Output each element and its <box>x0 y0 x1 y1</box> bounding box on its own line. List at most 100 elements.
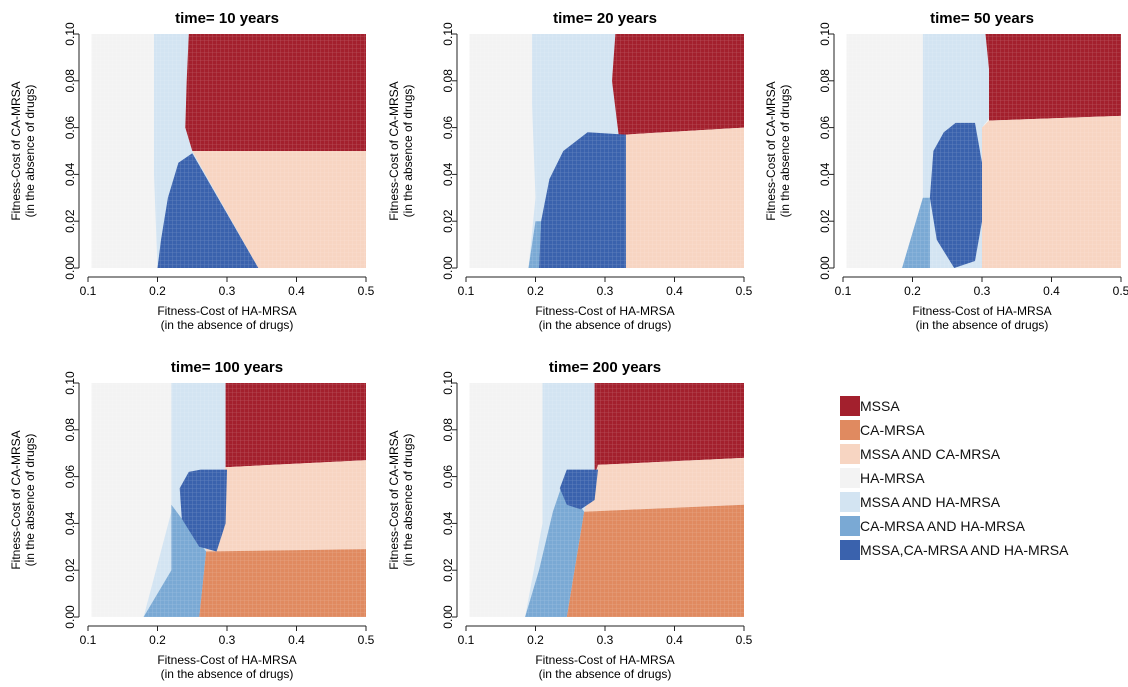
x-tick-label: 0.3 <box>219 284 236 298</box>
y-axis-label: (in the absence of drugs) <box>778 85 792 218</box>
y-tick-label: 0.02 <box>63 558 77 582</box>
y-tick-label: 0.02 <box>63 209 77 233</box>
y-tick-label: 0.04 <box>63 162 77 186</box>
legend-item: MSSA AND CA-MRSA <box>840 442 1110 466</box>
plot-area <box>469 34 744 268</box>
panel-3: 0.1 0.2 0.3 0.4 0.5 0.00 0.02 0.04 0.06 0.08 0.10 t… <box>764 10 1128 332</box>
x-tick-label: 0.5 <box>736 633 753 647</box>
x-axis-label: Fitness-Cost of HA-MRSA <box>912 304 1051 318</box>
y-axis-label: Fitness-Cost of CA-MRSA <box>9 430 23 569</box>
legend-label: MSSA AND HA-MRSA <box>860 494 1001 510</box>
y-tick-label: 0.02 <box>441 558 455 582</box>
legend-label: MSSA,CA-MRSA AND HA-MRSA <box>860 542 1069 558</box>
y-tick-label: 0.08 <box>63 69 77 93</box>
legend-swatch <box>840 420 860 440</box>
y-axis-label: (in the absence of drugs) <box>23 85 37 218</box>
cell-texture <box>469 383 744 617</box>
y-tick-label: 0.00 <box>441 605 455 629</box>
y-axis-label: Fitness-Cost of CA-MRSA <box>764 81 778 220</box>
legend-label: MSSA AND CA-MRSA <box>860 446 1001 462</box>
x-tick-label: 0.2 <box>149 284 166 298</box>
legend-item: HA-MRSA <box>840 466 1110 490</box>
y-tick-label: 0.10 <box>441 22 455 46</box>
y-tick-label: 0.02 <box>818 209 832 233</box>
legend-swatch <box>840 396 860 416</box>
panel-1: 0.1 0.2 0.3 0.4 0.5 0.00 0.02 0.04 0.06 0.08 0.10 t… <box>9 10 375 332</box>
panel-title: time= 50 years <box>930 10 1034 27</box>
legend-swatch <box>840 444 860 464</box>
y-tick-label: 0.02 <box>441 209 455 233</box>
y-tick-label: 0.08 <box>441 418 455 442</box>
y-axis-label: (in the absence of drugs) <box>401 434 415 567</box>
plot-area <box>469 383 744 617</box>
x-axis-label: Fitness-Cost of HA-MRSA <box>157 653 296 667</box>
x-tick-label: 0.4 <box>288 633 305 647</box>
y-axis-label: Fitness-Cost of CA-MRSA <box>387 430 401 569</box>
x-axis-label: (in the absence of drugs) <box>539 318 672 332</box>
legend-label: HA-MRSA <box>860 470 925 486</box>
legend-swatch <box>840 492 860 512</box>
x-tick-label: 0.1 <box>80 633 97 647</box>
legend-label: CA-MRSA AND HA-MRSA <box>860 518 1025 534</box>
y-tick-label: 0.08 <box>63 418 77 442</box>
panel-title: time= 100 years <box>171 359 283 376</box>
x-tick-label: 0.3 <box>597 633 614 647</box>
panel-2: 0.1 0.2 0.3 0.4 0.5 0.00 0.02 0.04 0.06 0.08 0.10 t… <box>387 10 753 332</box>
x-axis-label: (in the absence of drugs) <box>916 318 1049 332</box>
y-tick-label: 0.00 <box>818 256 832 280</box>
y-tick-label: 0.00 <box>63 605 77 629</box>
x-axis-label: Fitness-Cost of HA-MRSA <box>535 304 674 318</box>
legend-label: MSSA <box>860 398 900 414</box>
y-axis-label: Fitness-Cost of CA-MRSA <box>387 81 401 220</box>
legend-swatch <box>840 468 860 488</box>
legend: MSSA CA-MRSA MSSA AND CA-MRSA HA-MRSA MSSA A… <box>840 394 1110 562</box>
plot-area <box>91 34 366 268</box>
legend-label: CA-MRSA <box>860 422 925 438</box>
cell-texture <box>469 34 744 268</box>
x-tick-label: 0.4 <box>288 284 305 298</box>
y-tick-label: 0.00 <box>63 256 77 280</box>
y-tick-label: 0.10 <box>63 371 77 395</box>
y-tick-label: 0.06 <box>63 116 77 140</box>
y-tick-label: 0.00 <box>441 256 455 280</box>
legend-swatch <box>840 540 860 560</box>
x-tick-label: 0.5 <box>1113 284 1128 298</box>
y-tick-label: 0.08 <box>441 69 455 93</box>
x-tick-label: 0.5 <box>358 633 375 647</box>
x-tick-label: 0.2 <box>149 633 166 647</box>
y-axis-label: (in the absence of drugs) <box>23 434 37 567</box>
x-tick-label: 0.1 <box>458 633 475 647</box>
x-tick-label: 0.5 <box>358 284 375 298</box>
x-axis-label: (in the absence of drugs) <box>539 667 672 681</box>
cell-texture <box>91 383 366 617</box>
y-tick-label: 0.08 <box>818 69 832 93</box>
legend-item: CA-MRSA <box>840 418 1110 442</box>
x-tick-label: 0.1 <box>458 284 475 298</box>
x-tick-label: 0.2 <box>527 633 544 647</box>
y-tick-label: 0.06 <box>441 465 455 489</box>
y-tick-label: 0.10 <box>818 22 832 46</box>
y-tick-label: 0.06 <box>818 116 832 140</box>
x-axis-label: (in the absence of drugs) <box>161 318 294 332</box>
x-axis-label: Fitness-Cost of HA-MRSA <box>157 304 296 318</box>
x-tick-label: 0.2 <box>904 284 921 298</box>
panel-5: 0.1 0.2 0.3 0.4 0.5 0.00 0.02 0.04 0.06 0.08 0.10 t… <box>387 359 753 681</box>
y-tick-label: 0.04 <box>441 511 455 535</box>
legend-item: MSSA <box>840 394 1110 418</box>
y-tick-label: 0.04 <box>441 162 455 186</box>
y-tick-label: 0.10 <box>441 371 455 395</box>
panel-title: time= 20 years <box>553 10 657 27</box>
x-tick-label: 0.2 <box>527 284 544 298</box>
x-tick-label: 0.4 <box>1043 284 1060 298</box>
legend-item: MSSA,CA-MRSA AND HA-MRSA <box>840 538 1110 562</box>
cell-texture <box>846 34 1121 268</box>
plot-area <box>846 34 1121 268</box>
x-tick-label: 0.3 <box>597 284 614 298</box>
x-tick-label: 0.4 <box>666 633 683 647</box>
cell-texture <box>91 34 366 268</box>
x-axis-label: (in the absence of drugs) <box>161 667 294 681</box>
x-tick-label: 0.1 <box>80 284 97 298</box>
y-tick-label: 0.04 <box>818 162 832 186</box>
